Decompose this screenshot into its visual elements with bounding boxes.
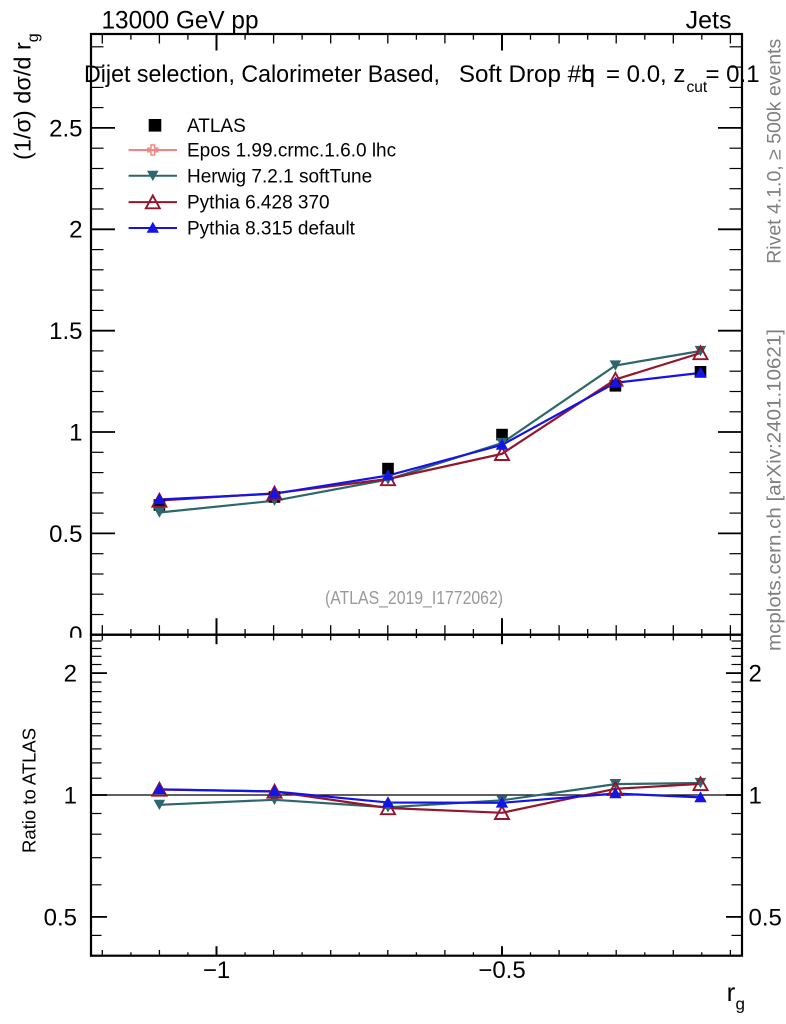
svg-text:0.5: 0.5 [44,904,77,931]
svg-text:= 0.1: = 0.1 [706,61,760,88]
svg-text:−0.5: −0.5 [478,957,525,984]
svg-text:r: r [727,977,736,1007]
svg-text:g: g [736,995,745,1014]
svg-text:0: 0 [69,622,82,649]
svg-text:Soft Drop #b: Soft Drop #b [459,61,595,88]
svg-text:2: 2 [69,217,82,244]
svg-text:= 0.0, z: = 0.0, z [606,61,685,88]
svg-text:ATLAS: ATLAS [187,116,246,137]
svg-text:1.5: 1.5 [49,318,82,345]
svg-text:Pythia 8.315 default: Pythia 8.315 default [187,219,356,240]
svg-text:Rivet 4.1.0, ≥ 500k events: Rivet 4.1.0, ≥ 500k events [765,39,786,264]
svg-text:Jets: Jets [686,6,732,34]
svg-text:1: 1 [69,419,82,446]
svg-text:0.5: 0.5 [749,904,782,931]
svg-text:(ATLAS_2019_I1772062): (ATLAS_2019_I1772062) [325,587,503,609]
svg-text:2.5: 2.5 [49,115,82,142]
svg-text:Epos 1.99.crmc.1.6.0 lhc: Epos 1.99.crmc.1.6.0 lhc [187,141,396,162]
svg-text:1: 1 [749,782,762,809]
svg-text:1: 1 [64,782,77,809]
svg-text:Dijet selection, Calorimeter B: Dijet selection, Calorimeter Based, [84,61,440,88]
svg-text:mcplots.cern.ch [arXiv:2401.10: mcplots.cern.ch [arXiv:2401.10621] [765,329,786,651]
svg-text:Ratio to ATLAS: Ratio to ATLAS [19,728,40,853]
svg-text:2: 2 [749,661,762,688]
svg-text:2: 2 [64,661,77,688]
svg-text:q: q [582,61,595,88]
svg-text:13000 GeV pp: 13000 GeV pp [102,6,259,34]
svg-text:Pythia 6.428 370: Pythia 6.428 370 [187,193,330,214]
svg-text:−1: −1 [203,957,230,984]
svg-text:Herwig 7.2.1 softTune: Herwig 7.2.1 softTune [187,166,372,187]
svg-text:0.5: 0.5 [49,521,82,548]
svg-text:cut: cut [687,79,708,96]
